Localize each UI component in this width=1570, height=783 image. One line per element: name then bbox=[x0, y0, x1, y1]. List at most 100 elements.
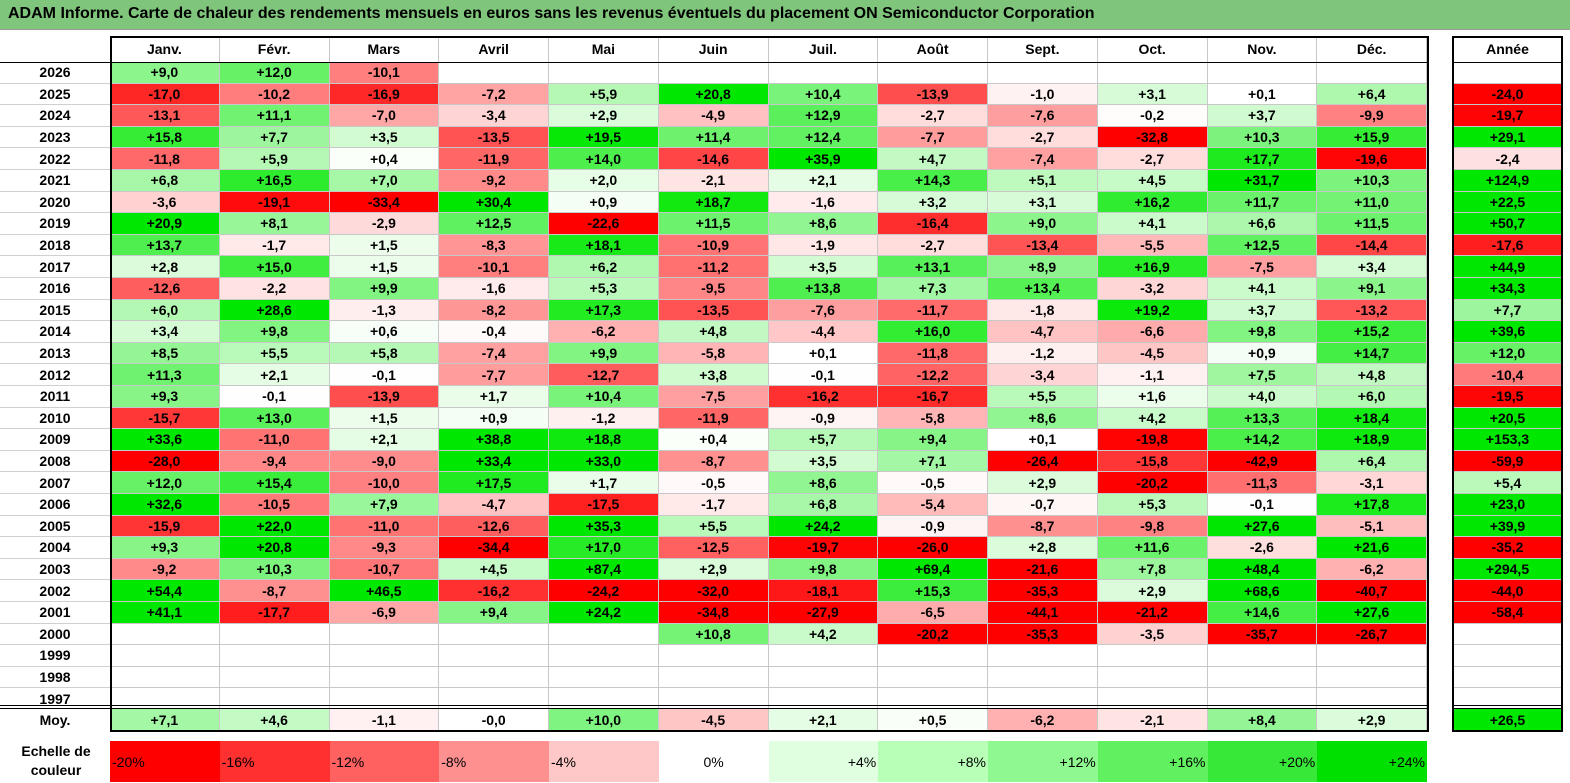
heatmap-cell: +9,3 bbox=[110, 386, 220, 408]
annual-cell: +29,1 bbox=[1452, 126, 1563, 149]
annual-cell: +124,9 bbox=[1452, 170, 1563, 192]
heatmap-cell: -2,6 bbox=[1207, 537, 1318, 559]
annual-cell: +12,0 bbox=[1452, 342, 1563, 365]
heatmap-cell: +27,6 bbox=[1207, 515, 1318, 538]
heatmap-cell: -4,9 bbox=[658, 105, 769, 127]
heatmap-cell bbox=[110, 623, 220, 646]
heatmap-cell: -15,8 bbox=[1097, 450, 1208, 473]
heatmap-cell: +1,5 bbox=[329, 234, 440, 257]
heatmap-cell: +8,1 bbox=[219, 213, 330, 235]
month-header: Sept. bbox=[988, 36, 1098, 62]
heatmap-cell: -22,6 bbox=[549, 213, 659, 235]
heatmap-cell: +5,3 bbox=[1097, 494, 1208, 516]
heatmap-cell: -7,6 bbox=[988, 105, 1098, 127]
average-cell: +10,0 bbox=[549, 708, 659, 731]
heatmap-cell bbox=[988, 645, 1098, 667]
annual-cell: -35,2 bbox=[1452, 537, 1563, 559]
heatmap-cell: -3,1 bbox=[1317, 472, 1427, 494]
average-label: Moy. bbox=[0, 708, 110, 731]
heatmap-cell: -3,4 bbox=[439, 105, 549, 127]
heatmap-cell: +0,9 bbox=[439, 407, 549, 430]
color-scale-step: -16% bbox=[219, 741, 330, 782]
heatmap-cell: +16,5 bbox=[219, 170, 330, 192]
heatmap-cell bbox=[439, 62, 549, 84]
heatmap-cell bbox=[549, 666, 659, 689]
annual-cell: +50,7 bbox=[1452, 213, 1563, 235]
heatmap-cell: +1,5 bbox=[329, 407, 440, 430]
heatmap-cell: +4,1 bbox=[1097, 213, 1208, 235]
heatmap-cell: +18,9 bbox=[1317, 429, 1427, 451]
heatmap-cell: -2,7 bbox=[878, 234, 988, 257]
month-header: Nov. bbox=[1207, 36, 1318, 62]
average-annual-cell: +26,5 bbox=[1452, 708, 1563, 731]
heatmap-cell: +11,6 bbox=[1097, 537, 1208, 559]
heatmap-cell: +20,9 bbox=[110, 213, 220, 235]
heatmap-cell: -16,2 bbox=[439, 580, 549, 602]
heatmap-cell: -33,4 bbox=[329, 191, 440, 214]
heatmap-cell bbox=[329, 688, 440, 710]
heatmap-cell: +16,2 bbox=[1097, 191, 1208, 214]
year-label: 2008 bbox=[0, 450, 110, 473]
year-label: 2014 bbox=[0, 321, 110, 343]
heatmap-cell: +8,6 bbox=[988, 407, 1098, 430]
annual-cell: -44,0 bbox=[1452, 580, 1563, 602]
row-separator bbox=[1452, 708, 1563, 709]
heatmap-cell: -6,6 bbox=[1097, 321, 1208, 343]
annual-cell: -19,5 bbox=[1452, 386, 1563, 408]
heatmap-cell: +48,4 bbox=[1207, 558, 1318, 581]
annual-cell: +34,3 bbox=[1452, 278, 1563, 300]
average-cell: -2,1 bbox=[1097, 708, 1208, 731]
annual-cell bbox=[1452, 645, 1563, 667]
color-scale-step: -4% bbox=[549, 741, 659, 782]
heatmap-cell: +10,3 bbox=[1317, 170, 1427, 192]
heatmap-cell bbox=[329, 645, 440, 667]
heatmap-cell: -2,1 bbox=[658, 170, 769, 192]
year-label: 2005 bbox=[0, 515, 110, 538]
year-label: 2021 bbox=[0, 170, 110, 192]
heatmap-cell bbox=[1207, 62, 1318, 84]
heatmap-cell: -11,2 bbox=[658, 256, 769, 278]
heatmap-cell bbox=[1207, 688, 1318, 710]
heatmap-cell bbox=[1207, 645, 1318, 667]
heatmap-cell: +14,0 bbox=[549, 148, 659, 170]
heatmap-cell: +0,1 bbox=[768, 342, 879, 365]
year-label: 2013 bbox=[0, 342, 110, 365]
heatmap-cell: +33,0 bbox=[549, 450, 659, 473]
year-header: Année bbox=[1452, 36, 1563, 62]
year-label: 2011 bbox=[0, 386, 110, 408]
heatmap-cell: +0,1 bbox=[1207, 83, 1318, 106]
heatmap-cell: -8,3 bbox=[439, 234, 549, 257]
heatmap-cell: -1,7 bbox=[219, 234, 330, 257]
heatmap-cell: -0,5 bbox=[658, 472, 769, 494]
chart-title: ADAM Informe. Carte de chaleur des rende… bbox=[8, 5, 1095, 22]
heatmap-cell: +24,2 bbox=[549, 602, 659, 624]
heatmap-cell: +0,4 bbox=[658, 429, 769, 451]
annual-cell: -24,0 bbox=[1452, 83, 1563, 106]
annual-cell: +44,9 bbox=[1452, 256, 1563, 278]
heatmap-cell: -11,9 bbox=[658, 407, 769, 430]
heatmap-cell: +8,5 bbox=[110, 342, 220, 365]
heatmap-cell: -7,0 bbox=[329, 105, 440, 127]
heatmap-cell bbox=[439, 688, 549, 710]
heatmap-cell: +10,8 bbox=[658, 623, 769, 646]
heatmap-cell: -4,4 bbox=[768, 321, 879, 343]
heatmap-cell: +0,9 bbox=[549, 191, 659, 214]
color-scale-step: +24% bbox=[1317, 741, 1427, 782]
heatmap-cell: -17,0 bbox=[110, 83, 220, 106]
heatmap-cell bbox=[1097, 688, 1208, 710]
heatmap-cell: -9,2 bbox=[110, 558, 220, 581]
annual-cell: +20,5 bbox=[1452, 407, 1563, 430]
heatmap-cell: +9,8 bbox=[1207, 321, 1318, 343]
heatmap-cell: +1,6 bbox=[1097, 386, 1208, 408]
heatmap-cell: +11,1 bbox=[219, 105, 330, 127]
year-label: 2020 bbox=[0, 191, 110, 214]
heatmap-cell: -10,1 bbox=[439, 256, 549, 278]
heatmap-cell: +10,4 bbox=[549, 386, 659, 408]
year-label: 2016 bbox=[0, 278, 110, 300]
heatmap-cell: +35,3 bbox=[549, 515, 659, 538]
heatmap-cell bbox=[549, 623, 659, 646]
heatmap-cell: -0,7 bbox=[988, 494, 1098, 516]
heatmap-cell: -11,8 bbox=[110, 148, 220, 170]
annual-cell: -10,4 bbox=[1452, 364, 1563, 386]
heatmap-cell: -26,4 bbox=[988, 450, 1098, 473]
